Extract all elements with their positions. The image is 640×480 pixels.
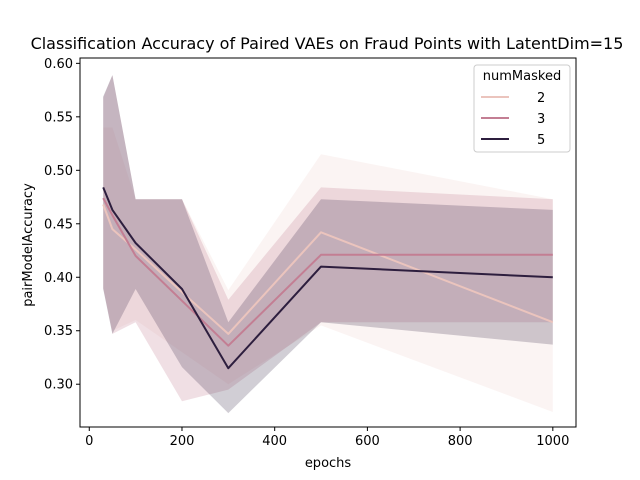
axes: 0 200 400 600 800 1000 0.30 0.35 0.40 0.45 0.50 0.5…: [44, 57, 577, 449]
x-tick-label: 0: [85, 434, 93, 449]
x-tick-label: 600: [355, 434, 380, 449]
x-tick-label: 400: [262, 434, 287, 449]
x-tick-label: 1000: [536, 434, 569, 449]
confidence-band-2: [103, 127, 553, 412]
confidence-band-5: [103, 75, 553, 414]
series-line-3: [102, 197, 553, 347]
confidence-band-3: [103, 75, 553, 402]
y-tick-label: 0.45: [44, 217, 73, 232]
y-tick-label: 0.35: [44, 324, 73, 339]
series-line-5: [102, 187, 553, 370]
y-tick-label: 0.55: [44, 110, 73, 125]
y-tick-label: 0.30: [44, 378, 73, 393]
x-tick-label: 800: [448, 434, 473, 449]
legend-label-5: 5: [537, 133, 545, 148]
legend-frame: [473, 64, 571, 153]
y-tick-label: 0.60: [44, 57, 73, 72]
x-axis-label: epochs: [305, 456, 352, 471]
legend-label-3: 3: [537, 112, 545, 127]
plot-area: [102, 75, 554, 414]
series-line-2: [102, 204, 554, 335]
y-axis-label: pairModelAccuracy: [21, 183, 36, 307]
chart-title: Classification Accuracy of Paired VAEs o…: [31, 34, 624, 53]
legend-label-2: 2: [537, 91, 545, 106]
legend: numMasked 2 3 5: [473, 64, 571, 153]
y-tick-label: 0.50: [44, 164, 73, 179]
axes-frame: [79, 57, 577, 428]
y-tick-label: 0.40: [44, 271, 73, 286]
x-tick-label: 200: [170, 434, 195, 449]
legend-title: numMasked: [483, 69, 561, 84]
